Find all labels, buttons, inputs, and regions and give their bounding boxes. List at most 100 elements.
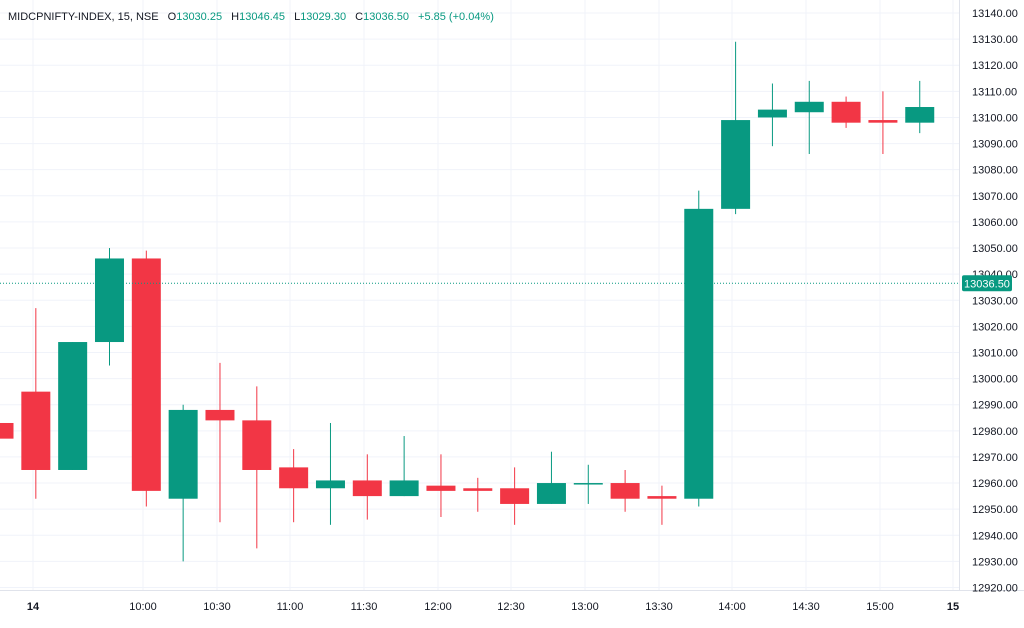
- high-value: 13046.45: [239, 11, 285, 23]
- candle-body: [794, 101, 824, 113]
- time-axis[interactable]: 14 10:00 10:30 11:00 11:30 12:00 12:30 13:00 13:…: [27, 601, 959, 613]
- candle[interactable]: [536, 451, 566, 504]
- price-tick-label: 13050.00: [972, 243, 1018, 255]
- low-value: 13029.30: [300, 11, 347, 23]
- candle[interactable]: [0, 418, 14, 439]
- price-tick-label: 13080.00: [972, 165, 1018, 177]
- candle-body: [352, 480, 382, 497]
- candle-body: [536, 483, 566, 504]
- last-price-label: 13036.50: [964, 278, 1010, 290]
- time-tick-label: 10:30: [203, 601, 231, 613]
- candle-body: [647, 496, 677, 499]
- time-tick-label: 12:00: [424, 601, 452, 613]
- candle[interactable]: [463, 477, 493, 512]
- candle[interactable]: [426, 454, 456, 517]
- candle-body: [426, 485, 456, 491]
- price-tick-label: 12960.00: [972, 478, 1018, 490]
- candle-body: [21, 391, 51, 470]
- open-label: O: [167, 11, 177, 23]
- price-tick-label: 12930.00: [972, 556, 1018, 568]
- high-label: H: [231, 11, 240, 23]
- price-tick-label: 13070.00: [972, 191, 1018, 203]
- low-label: L: [294, 11, 301, 23]
- price-tick-label: 13000.00: [972, 374, 1018, 386]
- symbol-legend: MIDCPNIFTY-INDEX, 15, NSE O13030.25 H130…: [8, 11, 494, 23]
- price-change: +5.85 (+0.04%): [418, 11, 494, 23]
- candle-body: [0, 422, 14, 439]
- candle-body: [94, 258, 124, 343]
- candle[interactable]: [58, 342, 88, 470]
- time-tick-label: 10:00: [129, 601, 157, 613]
- candle[interactable]: [131, 250, 161, 507]
- time-tick-label: 11:30: [351, 601, 378, 613]
- close-value: 13036.50: [363, 11, 409, 23]
- candle-body: [905, 107, 935, 123]
- candle-body: [684, 208, 714, 499]
- candle[interactable]: [279, 449, 309, 523]
- candle-body: [242, 420, 272, 470]
- candle[interactable]: [794, 80, 824, 155]
- candle-body: [463, 488, 493, 491]
- price-tick-label: 13030.00: [972, 295, 1018, 307]
- time-tick-label: 15:00: [866, 601, 894, 613]
- candle-body: [168, 409, 198, 499]
- candle-body: [721, 120, 751, 209]
- candles[interactable]: [0, 41, 935, 562]
- time-tick-label: 12:30: [497, 601, 525, 613]
- price-tick-label: 12940.00: [972, 530, 1018, 542]
- candle[interactable]: [721, 41, 751, 215]
- candle[interactable]: [205, 362, 235, 523]
- candle[interactable]: [168, 404, 198, 562]
- candle[interactable]: [352, 454, 382, 520]
- candle[interactable]: [831, 96, 861, 128]
- candle-body: [573, 483, 603, 485]
- candle[interactable]: [647, 485, 677, 525]
- candle[interactable]: [315, 422, 345, 525]
- price-tick-label: 13020.00: [972, 321, 1018, 333]
- symbol-title[interactable]: MIDCPNIFTY-INDEX, 15, NSE: [8, 11, 159, 23]
- price-tick-label: 13010.00: [972, 347, 1018, 359]
- price-tick-label: 12990.00: [972, 400, 1018, 412]
- price-tick-label: 13130.00: [972, 34, 1018, 46]
- candle[interactable]: [500, 467, 530, 525]
- open-value: 13030.25: [176, 11, 223, 23]
- candle-body: [831, 101, 861, 123]
- time-tick-label: 14: [27, 601, 40, 613]
- candle[interactable]: [868, 91, 898, 155]
- price-tick-label: 12950.00: [972, 504, 1018, 516]
- price-tick-label: 13110.00: [972, 86, 1017, 98]
- candle-body: [757, 109, 787, 118]
- time-tick-label: 11:00: [277, 601, 304, 613]
- candle-body: [389, 480, 419, 497]
- candle[interactable]: [21, 308, 51, 499]
- candle[interactable]: [684, 190, 714, 507]
- price-tick-label: 13100.00: [972, 112, 1018, 124]
- candle[interactable]: [905, 80, 935, 134]
- candle-body: [610, 483, 640, 499]
- candle[interactable]: [389, 436, 419, 497]
- time-tick-label: 13:30: [645, 601, 673, 613]
- price-axis[interactable]: 13140.00 13130.00 13120.00 13110.00 13100.00…: [972, 8, 1018, 595]
- price-tick-label: 13140.00: [972, 8, 1018, 20]
- time-tick-label: 14:00: [718, 601, 746, 613]
- price-tick-label: 12970.00: [972, 452, 1018, 464]
- candle-body: [58, 342, 88, 470]
- candle-body: [500, 488, 530, 504]
- candle-body: [205, 409, 235, 421]
- candle[interactable]: [757, 83, 787, 147]
- close-label: C: [355, 11, 364, 23]
- candle[interactable]: [573, 464, 603, 504]
- candle[interactable]: [610, 469, 640, 512]
- candle[interactable]: [94, 248, 124, 366]
- last-price-line: 13036.50: [0, 275, 1012, 292]
- candle-body: [868, 120, 898, 123]
- candle[interactable]: [242, 386, 272, 549]
- price-tick-label: 13090.00: [972, 139, 1018, 151]
- price-tick-label: 12920.00: [972, 583, 1018, 595]
- candle-body: [131, 258, 161, 491]
- time-tick-label: 14:30: [792, 601, 820, 613]
- candle-body: [279, 467, 309, 489]
- price-tick-label: 13060.00: [972, 217, 1018, 229]
